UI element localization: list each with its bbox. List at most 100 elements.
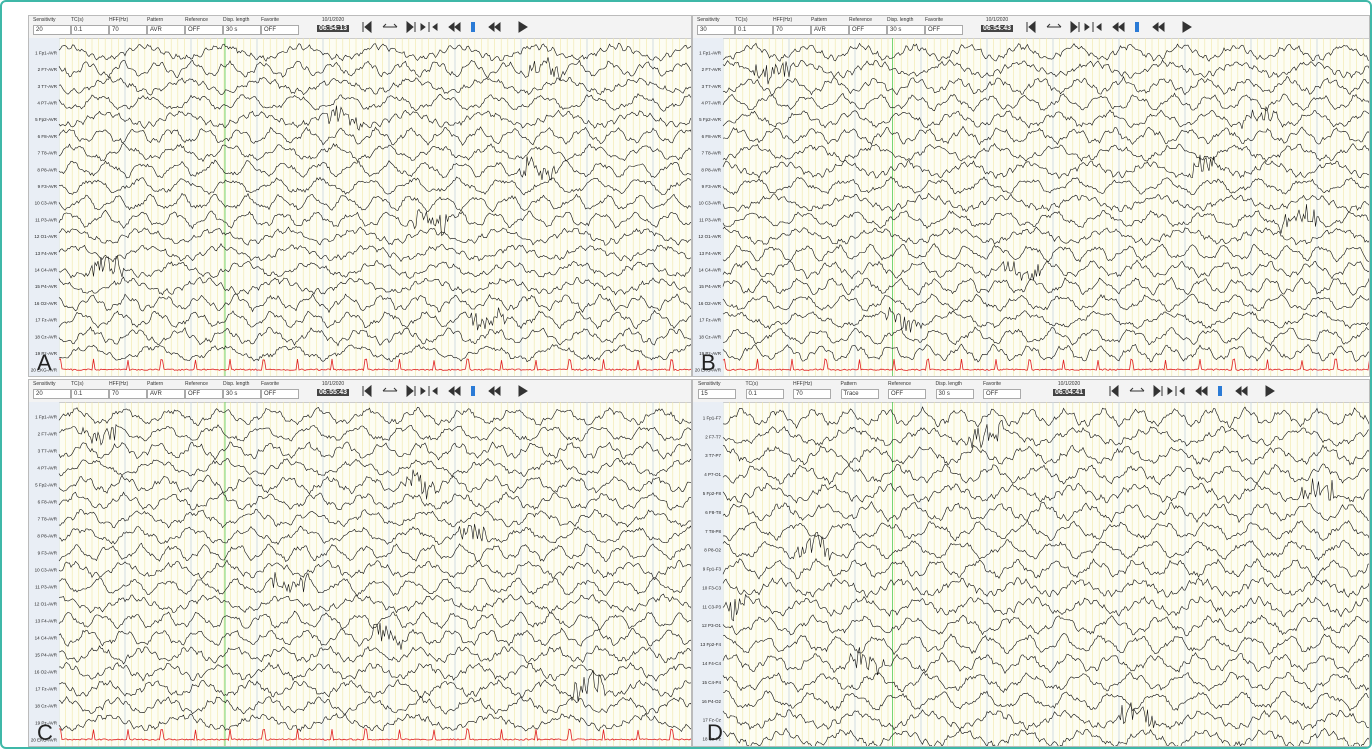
toolbar-field[interactable]: Favorite OFF bbox=[925, 17, 963, 35]
eeg-trace bbox=[58, 469, 691, 500]
field-value: 20 bbox=[33, 25, 71, 35]
toolbar-field[interactable]: Disp. length 30 s bbox=[887, 17, 925, 35]
control-icon[interactable] bbox=[1194, 385, 1207, 397]
control-icon[interactable] bbox=[448, 385, 461, 397]
toolbar-field[interactable]: Disp. length 30 s bbox=[223, 17, 261, 35]
toolbar-field[interactable]: HFF(Hz) 70 bbox=[793, 381, 831, 399]
channel-label: 11 P3-AVR bbox=[35, 217, 58, 222]
eeg-trace bbox=[58, 695, 691, 715]
control-icon[interactable] bbox=[1234, 385, 1247, 397]
channel-label: 12 O1-AVR bbox=[34, 234, 57, 239]
control-icon[interactable] bbox=[1265, 385, 1275, 397]
control-icon[interactable] bbox=[1084, 22, 1102, 32]
channel-label: 15 P4-AVR bbox=[699, 284, 722, 289]
speed-slider[interactable] bbox=[471, 386, 475, 396]
control-icon[interactable] bbox=[406, 20, 416, 34]
channel-label: 9 Fp1-F3 bbox=[703, 567, 722, 572]
toolbar-field[interactable]: Sensitivity 20 bbox=[33, 381, 71, 399]
control-icon[interactable] bbox=[1070, 20, 1080, 34]
eeg-trace bbox=[722, 633, 1369, 656]
toolbar-field[interactable]: Reference OFF bbox=[888, 381, 926, 399]
control-icon[interactable] bbox=[518, 385, 528, 397]
toolbar-field[interactable]: Reference OFF bbox=[849, 17, 887, 35]
control-icon[interactable] bbox=[406, 384, 416, 398]
toolbar-field[interactable]: Pattern AVR bbox=[147, 17, 185, 35]
channel-label: 19 Pz-AVR bbox=[35, 721, 58, 726]
field-label: Pattern bbox=[147, 17, 164, 23]
speed-slider[interactable] bbox=[1217, 386, 1222, 396]
channel-label: 10 F3-C3 bbox=[702, 585, 721, 590]
control-icon[interactable] bbox=[1109, 384, 1118, 398]
channel-label: 5 Fp2-F8 bbox=[703, 491, 722, 496]
control-icon[interactable] bbox=[1129, 387, 1144, 392]
toolbar: Sensitivity 15 TC(s) 0.1 HFF(Hz) 70 Pattern Tra… bbox=[693, 380, 1369, 403]
control-icon[interactable] bbox=[420, 22, 438, 32]
toolbar-field[interactable]: Favorite OFF bbox=[983, 381, 1021, 399]
eeg-trace bbox=[58, 156, 691, 181]
control-icon[interactable] bbox=[1153, 384, 1162, 398]
control-icon[interactable] bbox=[1152, 21, 1165, 33]
eeg-trace bbox=[58, 126, 691, 146]
eeg-trace bbox=[58, 57, 691, 82]
toolbar-field[interactable]: Sensitivity 20 bbox=[33, 17, 71, 35]
control-icon[interactable] bbox=[1182, 21, 1192, 33]
control-icon[interactable] bbox=[488, 385, 501, 397]
toolbar: Sensitivity 20 TC(s) 0.1 HFF(Hz) 70 Pattern AVR… bbox=[29, 16, 691, 39]
label-column bbox=[29, 38, 59, 376]
eeg-trace bbox=[722, 259, 1369, 281]
control-icon[interactable] bbox=[448, 21, 461, 33]
channel-label: 15 P4-AVR bbox=[35, 653, 58, 658]
control-icon[interactable] bbox=[1167, 386, 1184, 396]
control-icon[interactable] bbox=[1026, 20, 1036, 34]
toolbar-field[interactable]: TC(s) 0.1 bbox=[71, 381, 109, 399]
control-icon[interactable] bbox=[362, 20, 372, 34]
toolbar-field[interactable]: Pattern Trace bbox=[840, 381, 879, 399]
control-icon[interactable] bbox=[488, 21, 501, 33]
channel-label: 2 F7-AVR bbox=[38, 432, 58, 437]
toolbar-field[interactable]: Reference OFF bbox=[185, 381, 223, 399]
field-label: HFF(Hz) bbox=[109, 381, 129, 387]
eeg-plot: 1 Fp1-AVR 2 F7-AVR 3 T7-AVR 4 P7-AVR 5 Fp2-A… bbox=[29, 402, 691, 746]
eeg-trace bbox=[722, 143, 1369, 163]
field-value: OFF bbox=[925, 25, 963, 35]
control-icon[interactable] bbox=[382, 387, 398, 392]
toolbar-field[interactable]: HFF(Hz) 70 bbox=[773, 17, 811, 35]
control-icon[interactable] bbox=[362, 384, 372, 398]
speed-slider[interactable] bbox=[1135, 22, 1139, 32]
control-icon[interactable] bbox=[382, 23, 398, 28]
toolbar-field[interactable]: Favorite OFF bbox=[261, 17, 299, 35]
field-label: Favorite bbox=[925, 17, 944, 23]
eeg-trace bbox=[722, 463, 1369, 486]
field-value: OFF bbox=[261, 25, 299, 35]
toolbar-field[interactable]: Sensitivity 15 bbox=[698, 381, 736, 399]
field-value: AVR bbox=[147, 25, 185, 35]
toolbar-field[interactable]: TC(s) 0.1 bbox=[745, 381, 784, 399]
control-icon[interactable] bbox=[1112, 21, 1125, 33]
toolbar-field[interactable]: Sensitivity 30 bbox=[697, 17, 735, 35]
label-column bbox=[693, 38, 723, 376]
channel-label: 15 P4-AVR bbox=[35, 284, 58, 289]
toolbar-field[interactable]: HFF(Hz) 70 bbox=[109, 381, 147, 399]
toolbar-field[interactable]: Pattern AVR bbox=[147, 381, 185, 399]
date: 10/1/2020 bbox=[985, 17, 1009, 23]
control-icon[interactable] bbox=[1046, 23, 1062, 28]
channel-label: 10 C3-AVR bbox=[35, 568, 58, 573]
toolbar-field[interactable]: Favorite OFF bbox=[261, 381, 299, 399]
toolbar-field[interactable]: Pattern AVR bbox=[811, 17, 849, 35]
eeg-trace bbox=[58, 523, 691, 545]
toolbar-field[interactable]: HFF(Hz) 70 bbox=[109, 17, 147, 35]
toolbar-field[interactable]: Reference OFF bbox=[185, 17, 223, 35]
field-value: 30 s bbox=[935, 389, 974, 399]
field-value: OFF bbox=[983, 389, 1021, 399]
eeg-trace bbox=[58, 645, 691, 665]
toolbar-field[interactable]: Disp. length 30 s bbox=[935, 381, 974, 399]
toolbar-field[interactable]: TC(s) 0.1 bbox=[735, 17, 773, 35]
eeg-trace bbox=[58, 491, 691, 511]
control-icon[interactable] bbox=[420, 386, 438, 396]
speed-slider[interactable] bbox=[471, 22, 475, 32]
toolbar-field[interactable]: TC(s) 0.1 bbox=[71, 17, 109, 35]
control-icon[interactable] bbox=[518, 21, 528, 33]
channel-label: 14 C4-AVR bbox=[35, 636, 58, 641]
toolbar-field[interactable]: Disp. length 30 s bbox=[223, 381, 261, 399]
field-label: Pattern bbox=[811, 17, 828, 23]
